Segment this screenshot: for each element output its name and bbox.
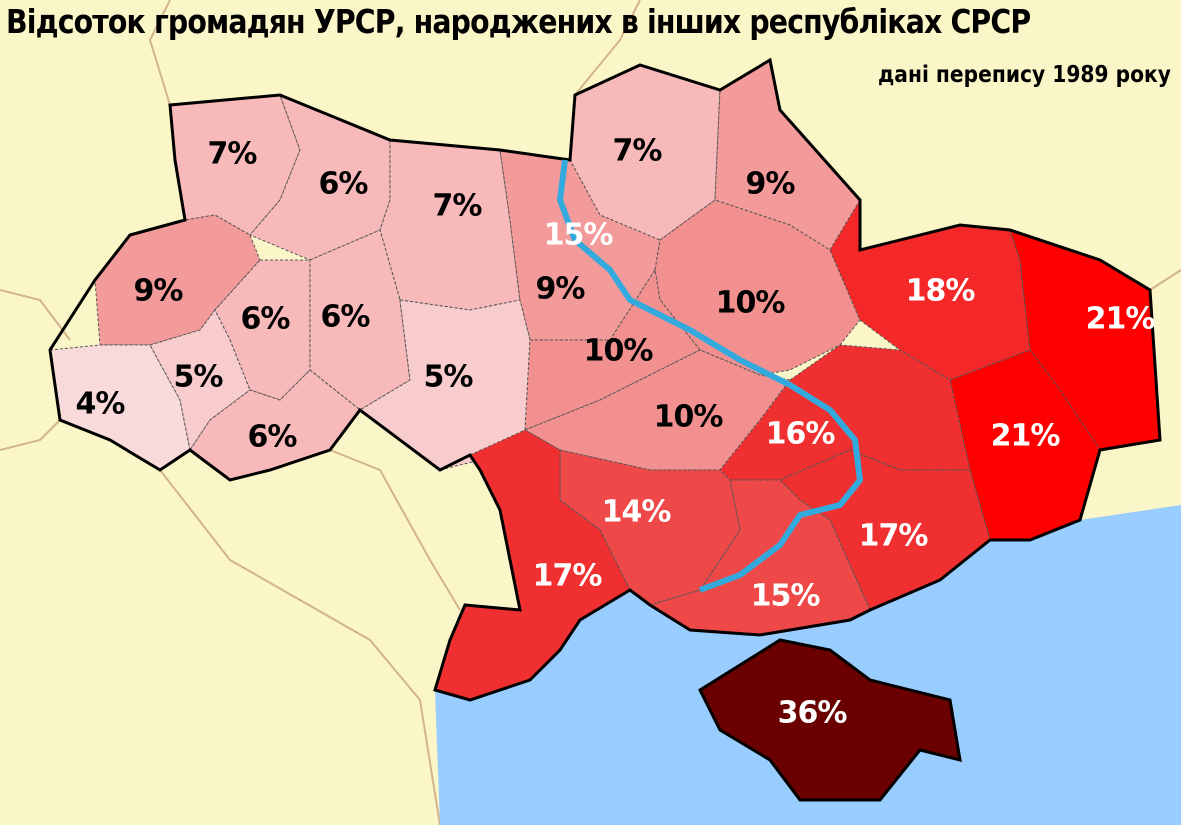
region-label-lviv: 9% (134, 274, 184, 309)
region-label-chernihiv: 7% (613, 134, 663, 169)
dnipro-river (557, 159, 863, 593)
region-luhansk (1009, 229, 1161, 451)
region-zhytomyr (379, 139, 521, 311)
neighbor-border (0, 289, 71, 341)
region-label-zakarpattia: 4% (76, 387, 126, 422)
region-label-ivano-frankivsk: 5% (174, 360, 224, 395)
region-label-chernivtsi: 6% (248, 420, 298, 455)
region-poltava (654, 199, 861, 376)
region-label-zaporizhzhia: 17% (859, 519, 929, 554)
region-label-dnipropetrovsk: 16% (766, 417, 836, 452)
region-label-sumy: 9% (746, 167, 796, 202)
region-label-mykolaiv: 14% (602, 495, 672, 530)
region-dnipropetrovsk (719, 344, 971, 481)
region-mykolaiv (559, 449, 741, 606)
region-label-donetsk: 21% (991, 419, 1061, 454)
region-label-odesa: 17% (533, 559, 603, 594)
region-labels: 7%6%7%7%9%9%9%6% 6%4%5%6%5%10%10%10%18%21… (76, 134, 1157, 731)
map-title: Відсоток громадян УРСР, народжених в інш… (6, 2, 1031, 41)
region-label-volyn: 7% (208, 137, 258, 172)
region-label-crimea: 36% (778, 696, 848, 731)
neighbor-border (329, 449, 461, 611)
region-label-kharkiv: 18% (906, 274, 976, 309)
neighbor-border (148, 0, 171, 106)
ukraine-border (48, 57, 1162, 702)
region-ivano-frankivsk (149, 309, 251, 452)
neighbor-border (574, 0, 641, 96)
region-label-zhytomyr: 7% (433, 189, 483, 224)
region-zakarpattia (49, 344, 191, 471)
neighbor-border (0, 419, 61, 451)
region-label-kyiv-city: 15% (544, 218, 614, 253)
region-label-rivne: 6% (319, 167, 369, 202)
neighbor-border (159, 469, 441, 825)
crimea-border (698, 638, 962, 802)
neighbor-border (1149, 269, 1181, 291)
region-label-khmelnytskyi: 6% (321, 300, 371, 335)
region-label-kirovohrad: 10% (654, 400, 724, 435)
region-label-poltava: 10% (716, 286, 786, 321)
region-label-kherson: 15% (751, 579, 821, 614)
map-subtitle: дані перепису 1989 року (877, 62, 1171, 88)
region-label-cherkasy: 10% (584, 334, 654, 369)
region-label-vinnytsia: 5% (424, 360, 474, 395)
region-label-ternopil: 6% (241, 302, 291, 337)
region-label-luhansk: 21% (1086, 302, 1156, 337)
region-odesa (434, 429, 631, 701)
region-label-kyiv-oblast: 9% (536, 272, 586, 307)
